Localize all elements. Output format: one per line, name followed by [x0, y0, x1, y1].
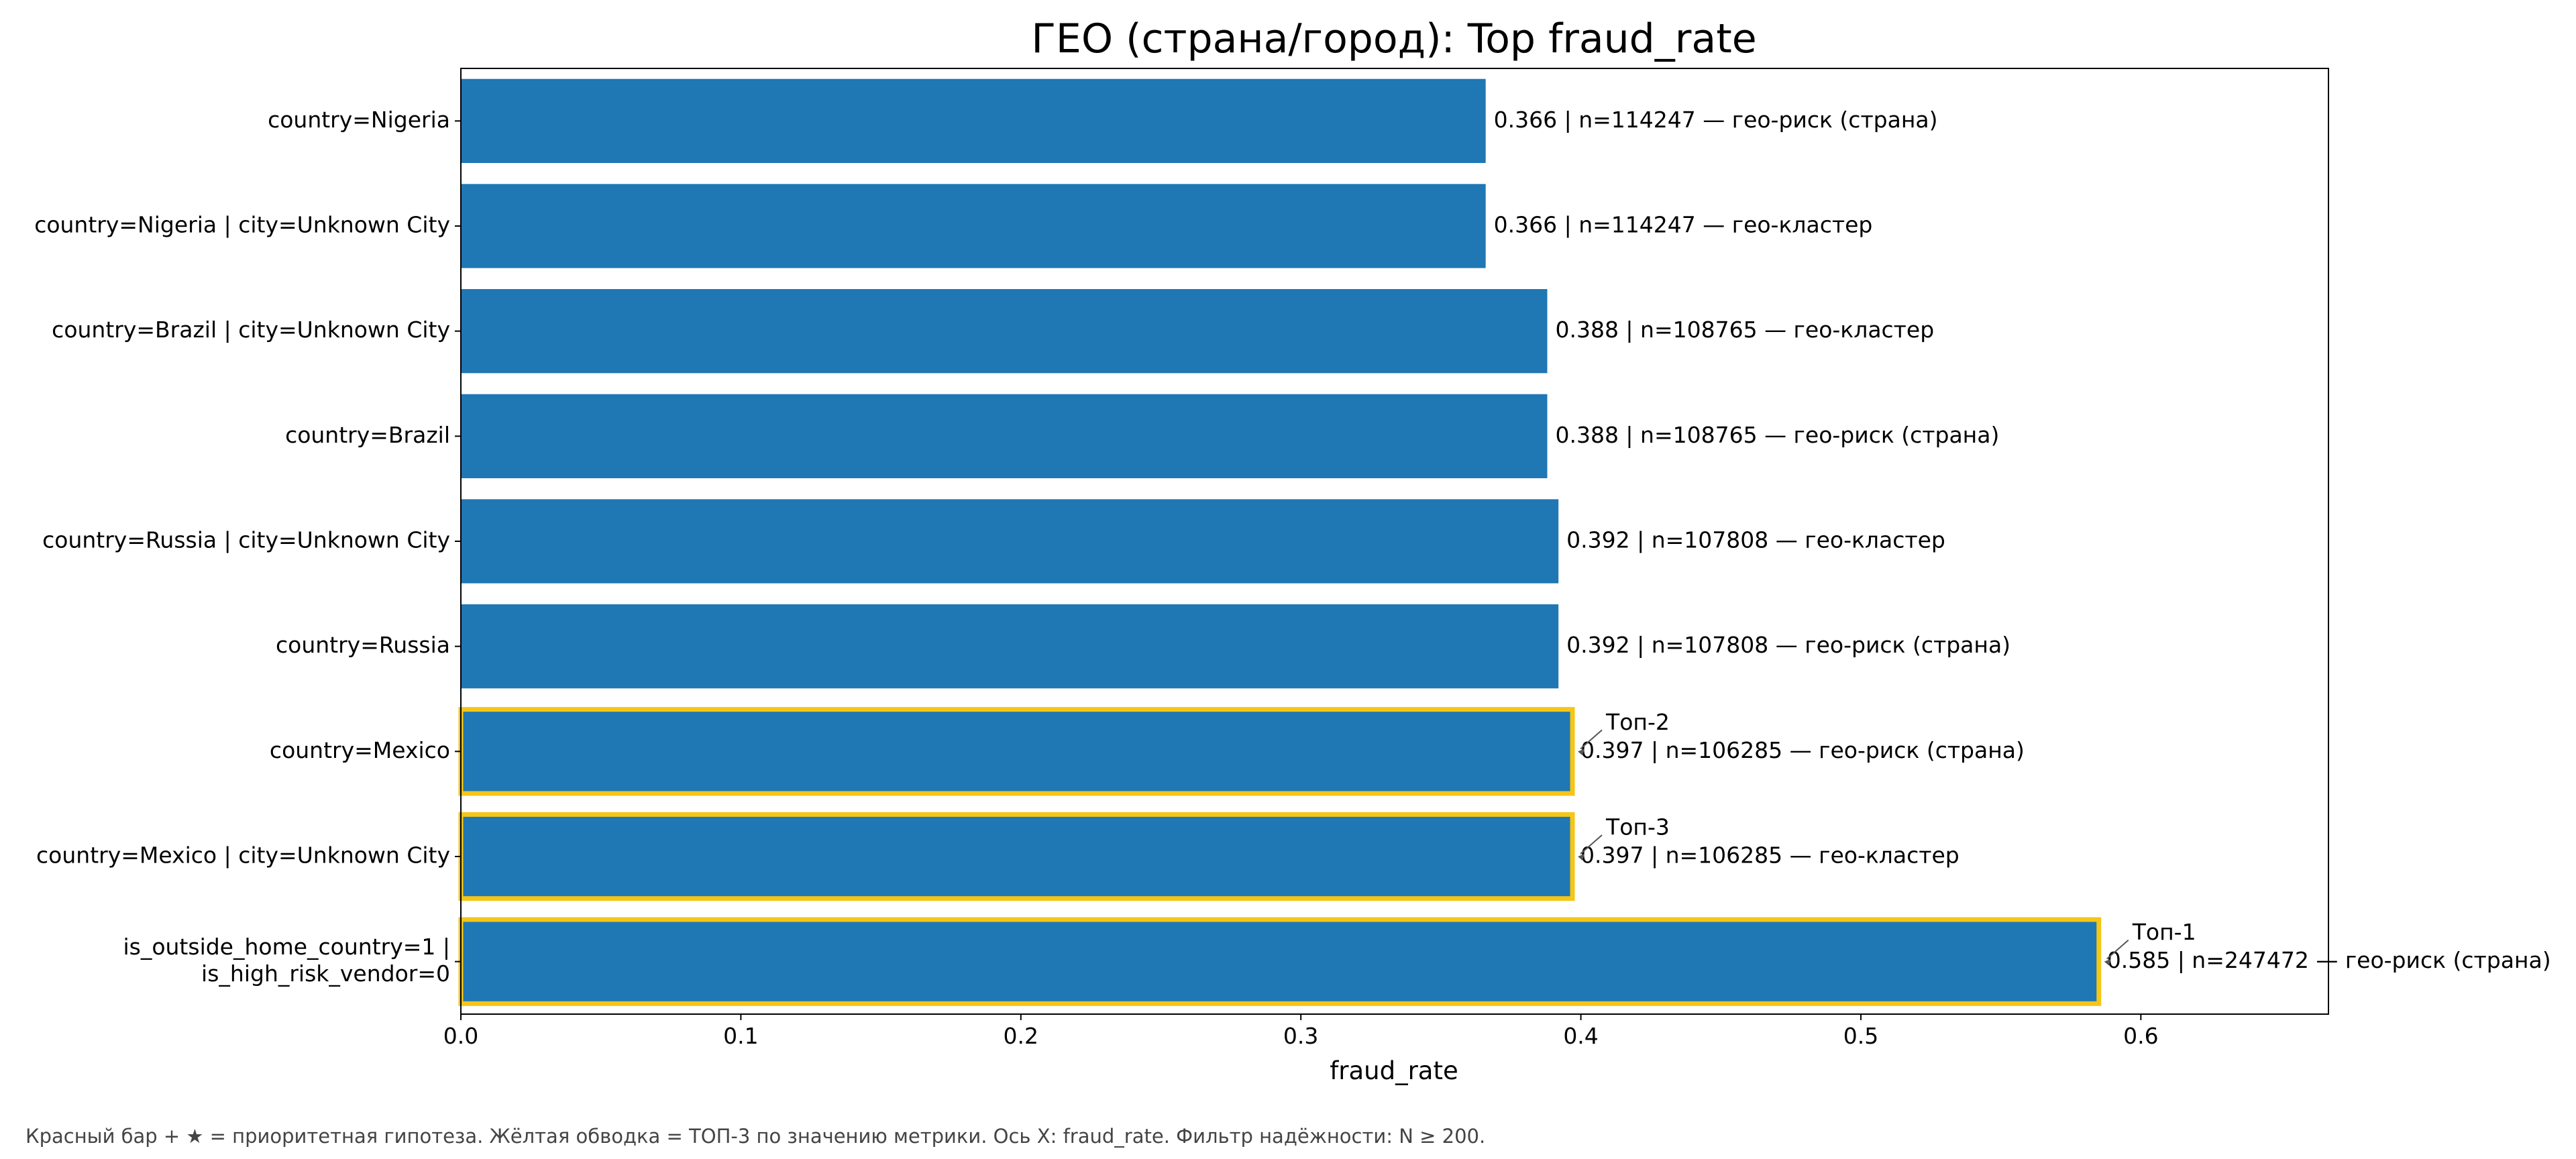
y-tick-label: country=Brazil	[285, 422, 450, 448]
value-label: 0.388 | n=108765 — гео-риск (страна)	[1555, 422, 1999, 448]
value-label: 0.388 | n=108765 — гео-кластер	[1555, 317, 1934, 343]
annotation-arrow	[2106, 939, 2129, 960]
axes-layer: country=Nigeria country=Nigeria | city=Un…	[34, 107, 2158, 1049]
value-label: 0.392 | n=107808 — гео-кластер	[1566, 527, 1945, 553]
value-label: 0.392 | n=107808 — гео-риск (страна)	[1566, 632, 2010, 658]
y-tick-label: country=Russia	[276, 632, 450, 658]
annotation-arrowhead	[1578, 854, 1585, 861]
value-label: 0.366 | n=114247 — гео-кластер	[1494, 212, 1873, 238]
y-tick-label: country=Brazil | city=Unknown City	[52, 317, 450, 343]
x-tick-label: 0.6	[2123, 1023, 2158, 1049]
chart-title: ГЕО (страна/город): Top fraud_rate	[1031, 15, 1756, 62]
x-tick-label: 0.1	[723, 1023, 758, 1049]
bar	[461, 394, 1548, 478]
annotation-label: Топ-3	[1605, 814, 1670, 840]
footnote-caption: Красный бар + ★ = приоритетная гипотеза.…	[25, 1125, 1486, 1148]
bar	[458, 812, 1575, 901]
bar	[461, 289, 1548, 374]
x-tick-label: 0.4	[1563, 1023, 1598, 1049]
annotation-arrow	[1580, 834, 1603, 854]
bar	[458, 917, 2102, 1006]
x-tick-label: 0.3	[1283, 1023, 1318, 1049]
annotation-arrowhead	[2104, 958, 2111, 966]
y-tick-label: country=Mexico | city=Unknown City	[36, 842, 450, 869]
y-tick-label: country=Nigeria | city=Unknown City	[34, 212, 450, 238]
bar	[461, 78, 1486, 163]
x-axis-label: fraud_rate	[1330, 1056, 1458, 1085]
value-label: 0.366 | n=114247 — гео-риск (страна)	[1494, 107, 1938, 133]
annotation-label: Топ-1	[2132, 919, 2196, 945]
y-tick-label: is_outside_home_country=1 |	[123, 934, 450, 960]
bar	[461, 184, 1486, 268]
annotation-arrowhead	[1578, 749, 1585, 756]
y-tick-label: country=Nigeria	[268, 107, 450, 133]
value-label: 0.397 | n=106285 — гео-риск (страна)	[1580, 737, 2025, 763]
x-tick-label: 0.0	[443, 1023, 478, 1049]
bar	[461, 499, 1559, 584]
annotation-label: Топ-2	[1605, 709, 1670, 735]
x-tick-label: 0.5	[1843, 1023, 1878, 1049]
value-label: 0.397 | n=106285 — гео-кластер	[1580, 842, 1960, 869]
bar	[458, 707, 1575, 796]
bars-layer: 0.366 | n=114247 — гео-риск (страна) 0.36…	[458, 78, 2551, 1006]
x-tick-label: 0.2	[1004, 1023, 1038, 1049]
y-tick-label: country=Russia | city=Unknown City	[42, 527, 450, 553]
annotation-arrow	[1580, 729, 1603, 750]
y-tick-label: is_high_risk_vendor=0	[201, 960, 450, 987]
bar	[461, 604, 1559, 689]
y-tick-label: country=Mexico	[270, 737, 450, 763]
